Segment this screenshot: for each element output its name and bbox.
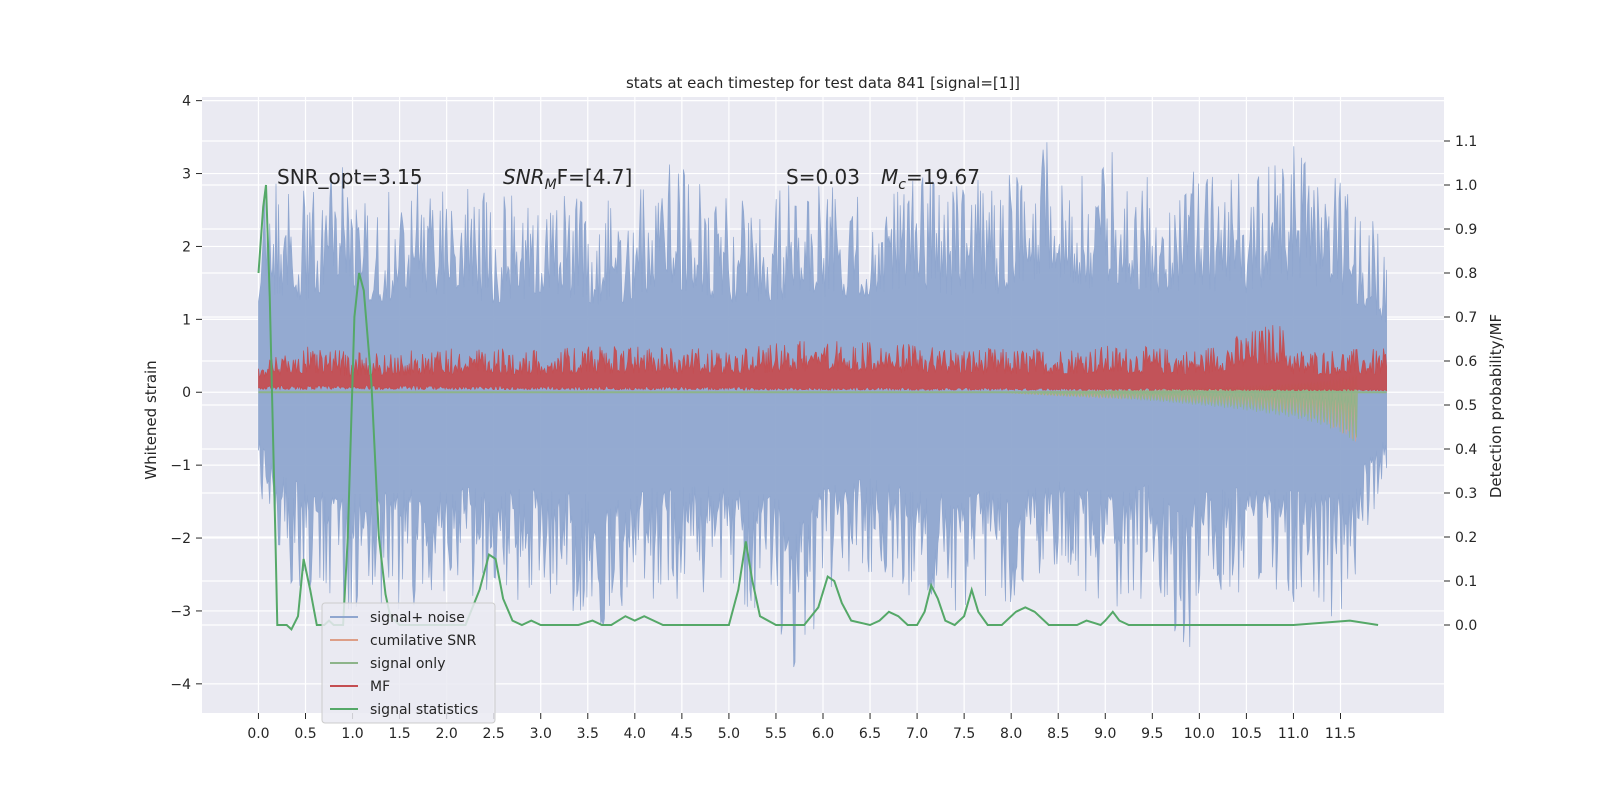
- annotation-mc: Mc=19.67: [881, 165, 980, 193]
- y-tick-label-right: 0.4: [1455, 442, 1477, 458]
- y-tick-label-right: 0.0: [1455, 618, 1477, 634]
- x-tick-label: 0.0: [247, 726, 269, 742]
- y-axis-label-left: Whitened strain: [142, 360, 160, 479]
- x-tick-label: 3.0: [530, 726, 552, 742]
- legend-box: [321, 602, 496, 724]
- x-tick-label: 11.5: [1325, 726, 1356, 742]
- y-tick-label-right: 0.7: [1455, 310, 1477, 326]
- signal-plus-noise-series: [258, 142, 1387, 668]
- y-tick-label-right: 0.1: [1455, 574, 1477, 590]
- mf-series: [258, 325, 1387, 392]
- x-tick-label: 2.5: [483, 726, 505, 742]
- x-tick-label: 7.0: [906, 726, 928, 742]
- x-tick-labels: 0.0 0.5 1.0 1.5 2.0 2.5 3.0 3.5 4.0 4.5 5.0 5.5 6.0 6…: [247, 713, 1356, 742]
- x-tick-label: 11.0: [1278, 726, 1309, 742]
- legend-label-noise: signal+ noise: [370, 610, 465, 626]
- x-tick-label: 1.5: [388, 726, 410, 742]
- x-tick-label: 2.0: [436, 726, 458, 742]
- signal-only-series: [258, 375, 1387, 442]
- annotation-s: S=0.03: [786, 165, 860, 189]
- x-tick-label: 7.5: [953, 726, 975, 742]
- y-tick-label-right: 1.0: [1455, 178, 1477, 194]
- signal-plus-noise-trace: [258, 142, 1387, 668]
- y-tick-label-right: 0.5: [1455, 398, 1477, 414]
- y-tick-label-right: 0.2: [1455, 530, 1477, 546]
- x-tick-label: 3.5: [577, 726, 599, 742]
- y-tick-label-left: −3: [170, 604, 191, 620]
- x-tick-label: 8.5: [1047, 726, 1069, 742]
- y-tick-label-left: 4: [182, 94, 191, 110]
- legend-label-cum: cumilative SNR: [370, 633, 477, 649]
- x-tick-label: 6.0: [812, 726, 834, 742]
- legend-label-sig: signal only: [370, 656, 445, 672]
- x-tick-label: 6.5: [859, 726, 881, 742]
- y-tick-label-left: 3: [182, 167, 191, 183]
- y-tick-label-left: 0: [182, 385, 191, 401]
- x-tick-label: 4.0: [624, 726, 646, 742]
- x-tick-label: 8.0: [1000, 726, 1022, 742]
- x-tick-label: 9.5: [1141, 726, 1163, 742]
- y-tick-label-right: 0.9: [1455, 222, 1477, 238]
- annotation-snr-opt: SNR_opt=3.15: [277, 165, 423, 189]
- legend: signal+ noise cumilative SNR signal only…: [321, 602, 496, 724]
- x-tick-label: 10.0: [1184, 726, 1215, 742]
- x-tick-label: 1.0: [341, 726, 363, 742]
- y-tick-labels-left: −4 −3 −2 −1 0 1 2 3 4: [170, 94, 202, 693]
- annotation-snr-mf: SNRMF=[4.7]: [503, 165, 632, 193]
- y-tick-labels-right: 0.0 0.1 0.2 0.3 0.4 0.5 0.6 0.7 0.8 0.9 1.0 1.1: [1444, 134, 1477, 634]
- legend-label-stat: signal statistics: [370, 702, 478, 718]
- y-tick-label-right: 0.8: [1455, 266, 1477, 282]
- legend-label-mf: MF: [370, 679, 390, 695]
- x-tick-label: 10.5: [1231, 726, 1262, 742]
- y-axis-label-right: Detection probability/MF: [1487, 314, 1505, 498]
- y-tick-label-right: 0.6: [1455, 354, 1477, 370]
- x-tick-label: 5.5: [765, 726, 787, 742]
- y-tick-label-left: 1: [182, 312, 191, 328]
- y-tick-label-right: 1.1: [1455, 134, 1477, 150]
- mf-trace: [258, 325, 1387, 392]
- y-tick-label-right: 0.3: [1455, 486, 1477, 502]
- chart-title: stats at each timestep for test data 841…: [626, 74, 1020, 92]
- y-tick-label-left: −4: [170, 677, 191, 693]
- x-tick-label: 0.5: [294, 726, 316, 742]
- x-tick-label: 9.0: [1094, 726, 1116, 742]
- x-tick-label: 5.0: [718, 726, 740, 742]
- y-tick-label-left: −1: [170, 458, 191, 474]
- y-tick-label-left: 2: [182, 239, 191, 255]
- y-tick-label-left: −2: [170, 531, 191, 547]
- x-tick-label: 4.5: [671, 726, 693, 742]
